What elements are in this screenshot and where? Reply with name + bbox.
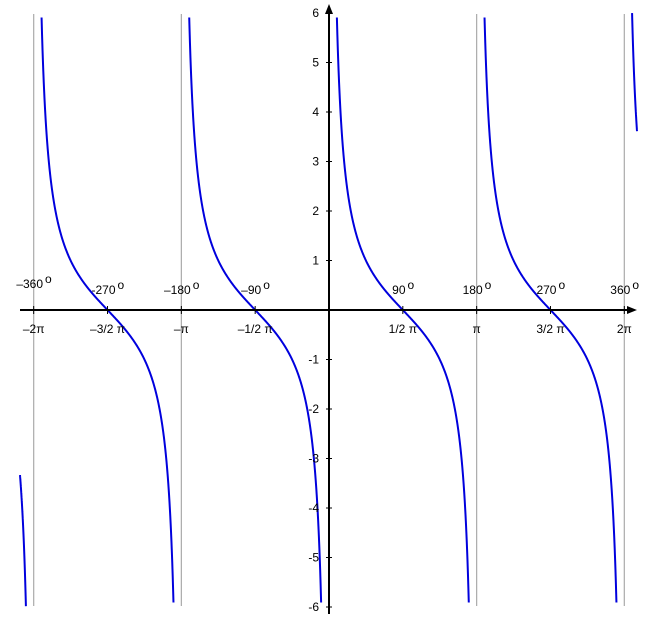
x-tick-radian-label-1: –3/2 π — [90, 322, 125, 336]
x-tick-degree-label-1: -270 — [92, 283, 116, 297]
y-tick-label-5: 1 — [312, 254, 319, 268]
x-axis-arrow — [627, 306, 637, 314]
cotangent-branch-5 — [631, 13, 638, 132]
cotangent-branch-0 — [19, 475, 27, 607]
x-tick-radian-label-0: –2π — [23, 322, 45, 336]
x-tick-degree-label-2: –180 — [164, 283, 191, 297]
x-tick-degree-label-4: 90 — [392, 283, 406, 297]
x-tick-degree-label-5: 180 — [463, 283, 483, 297]
y-tick-label-10: -5 — [308, 551, 319, 565]
x-tick-degree-symbol-2: o — [193, 278, 200, 292]
x-tick-degree-symbol-0: o — [45, 272, 52, 286]
x-tick-radian-label-6: 3/2 π — [536, 322, 564, 336]
x-tick-degree-label-3: –90 — [241, 283, 261, 297]
y-tick-label-8: -3 — [308, 452, 319, 466]
axes — [20, 4, 637, 614]
y-tick-label-1: 5 — [312, 56, 319, 70]
x-tick-degree-symbol-7: o — [632, 278, 639, 292]
x-tick-degree-symbol-5: o — [485, 278, 492, 292]
y-tick-label-9: -4 — [308, 501, 319, 515]
y-axis-arrow — [325, 4, 333, 14]
x-tick-radian-label-4: 1/2 π — [389, 322, 417, 336]
y-tick-label-2: 4 — [312, 105, 319, 119]
y-tick-label-7: -2 — [308, 402, 319, 416]
x-ticks: –2π–360 o–3/2 π-270 o–π–180 o–1/2 π–90 o1/2 … — [16, 272, 639, 336]
x-tick-degree-symbol-6: o — [558, 278, 565, 292]
y-tick-label-3: 3 — [312, 155, 319, 169]
x-tick-radian-label-7: 2π — [617, 322, 632, 336]
x-tick-radian-label-3: –1/2 π — [238, 322, 273, 336]
x-tick-degree-symbol-1: o — [118, 278, 125, 292]
x-tick-degree-label-6: 270 — [536, 283, 556, 297]
y-ticks: 6 5 4 3 2 1 -1 -2 -3 -4 -5 -6 — [308, 6, 332, 614]
y-tick-label-6: -1 — [308, 353, 319, 367]
y-tick-label-0: 6 — [312, 6, 319, 20]
x-tick-degree-label-0: –360 — [16, 277, 43, 291]
x-tick-degree-symbol-4: o — [408, 278, 415, 292]
x-tick-degree-label-7: 360 — [610, 283, 630, 297]
y-tick-label-4: 2 — [312, 204, 319, 218]
y-tick-label-11: -6 — [308, 600, 319, 614]
x-tick-degree-symbol-3: o — [263, 278, 270, 292]
x-tick-radian-label-2: –π — [174, 322, 189, 336]
x-tick-radian-label-5: π — [473, 322, 481, 336]
